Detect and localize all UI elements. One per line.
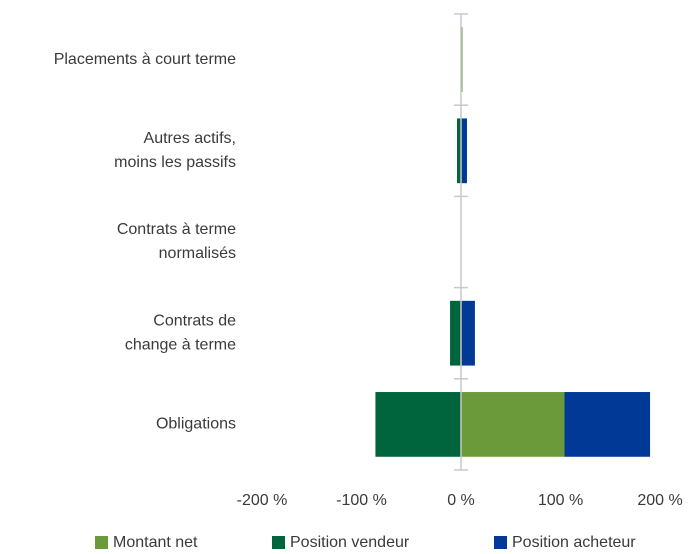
legend-label: Position vendeur	[290, 534, 410, 551]
bar	[461, 392, 565, 457]
x-tick-label: -100 %	[336, 492, 387, 509]
y-tick-label: normalisés	[159, 245, 236, 262]
legend-swatch	[95, 536, 108, 549]
y-tick-label: Placements à court terme	[54, 51, 236, 68]
y-tick-label: Autres actifs,	[144, 130, 236, 147]
bar	[564, 392, 651, 457]
bar	[375, 392, 461, 457]
legend-swatch	[272, 536, 285, 549]
bar	[450, 300, 461, 366]
y-tick-label: change à terme	[125, 336, 236, 353]
y-tick-label: Contrats de	[153, 312, 236, 329]
x-tick-label: -200 %	[237, 492, 288, 509]
bar	[461, 118, 467, 184]
x-tick-label: 0 %	[447, 492, 475, 509]
y-tick-label: Contrats à terme	[117, 221, 236, 238]
y-tick-label: moins les passifs	[114, 154, 236, 171]
bar	[461, 300, 475, 366]
legend-label: Montant net	[113, 534, 198, 551]
x-tick-label: 100 %	[538, 492, 583, 509]
bar	[457, 118, 461, 184]
x-tick-label: 200 %	[637, 492, 682, 509]
y-tick-label: Obligations	[156, 416, 236, 433]
legend-swatch	[494, 536, 507, 549]
legend-label: Position acheteur	[512, 534, 636, 551]
